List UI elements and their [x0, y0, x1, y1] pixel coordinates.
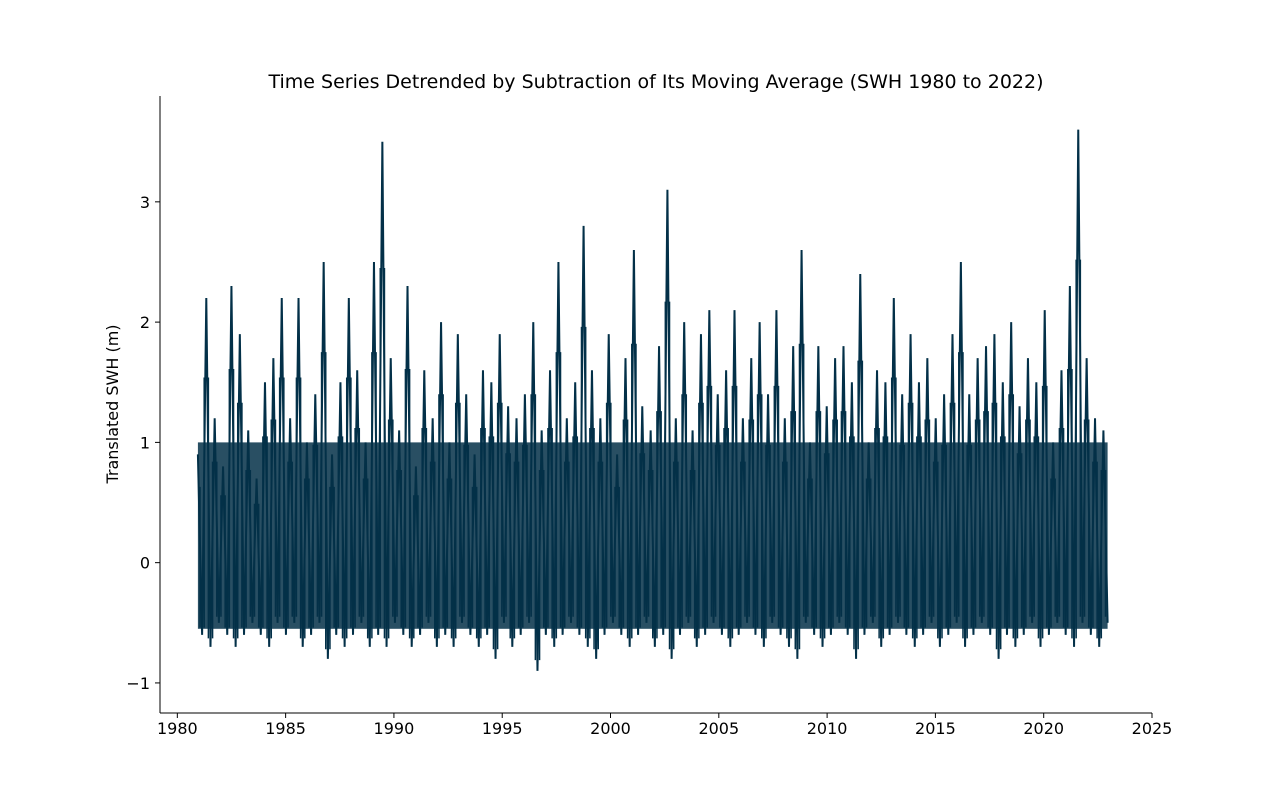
x-tick-label: 1980 — [157, 719, 198, 738]
x-axis-ticks: 1980 1985 1990 1995 2000 2005 2010 2015 2020 2025 — [157, 713, 1172, 738]
x-tick-label: 2025 — [1132, 719, 1173, 738]
y-tick-label: −1 — [126, 674, 150, 693]
y-tick-label: 2 — [140, 313, 150, 332]
y-tick-label: 1 — [140, 433, 150, 452]
x-tick-label: 2005 — [698, 719, 739, 738]
x-tick-label: 1995 — [482, 719, 523, 738]
x-tick-label: 2000 — [590, 719, 631, 738]
y-tick-label: 3 — [140, 193, 150, 212]
axes — [159, 96, 1152, 714]
x-tick-label: 2020 — [1023, 719, 1064, 738]
chart-title: Time Series Detrended by Subtraction of … — [268, 71, 1044, 93]
series-group — [196, 129, 1109, 671]
x-tick-label: 2015 — [915, 719, 956, 738]
series-spikes — [199, 259, 1107, 661]
x-tick-label: 2010 — [807, 719, 848, 738]
x-tick-label: 1990 — [374, 719, 415, 738]
y-axis-title: Translated SWH (m) — [103, 324, 122, 484]
y-axis-ticks: −1 0 1 2 3 — [126, 193, 160, 693]
x-tick-label: 1985 — [265, 719, 306, 738]
y-tick-label: 0 — [140, 554, 150, 573]
